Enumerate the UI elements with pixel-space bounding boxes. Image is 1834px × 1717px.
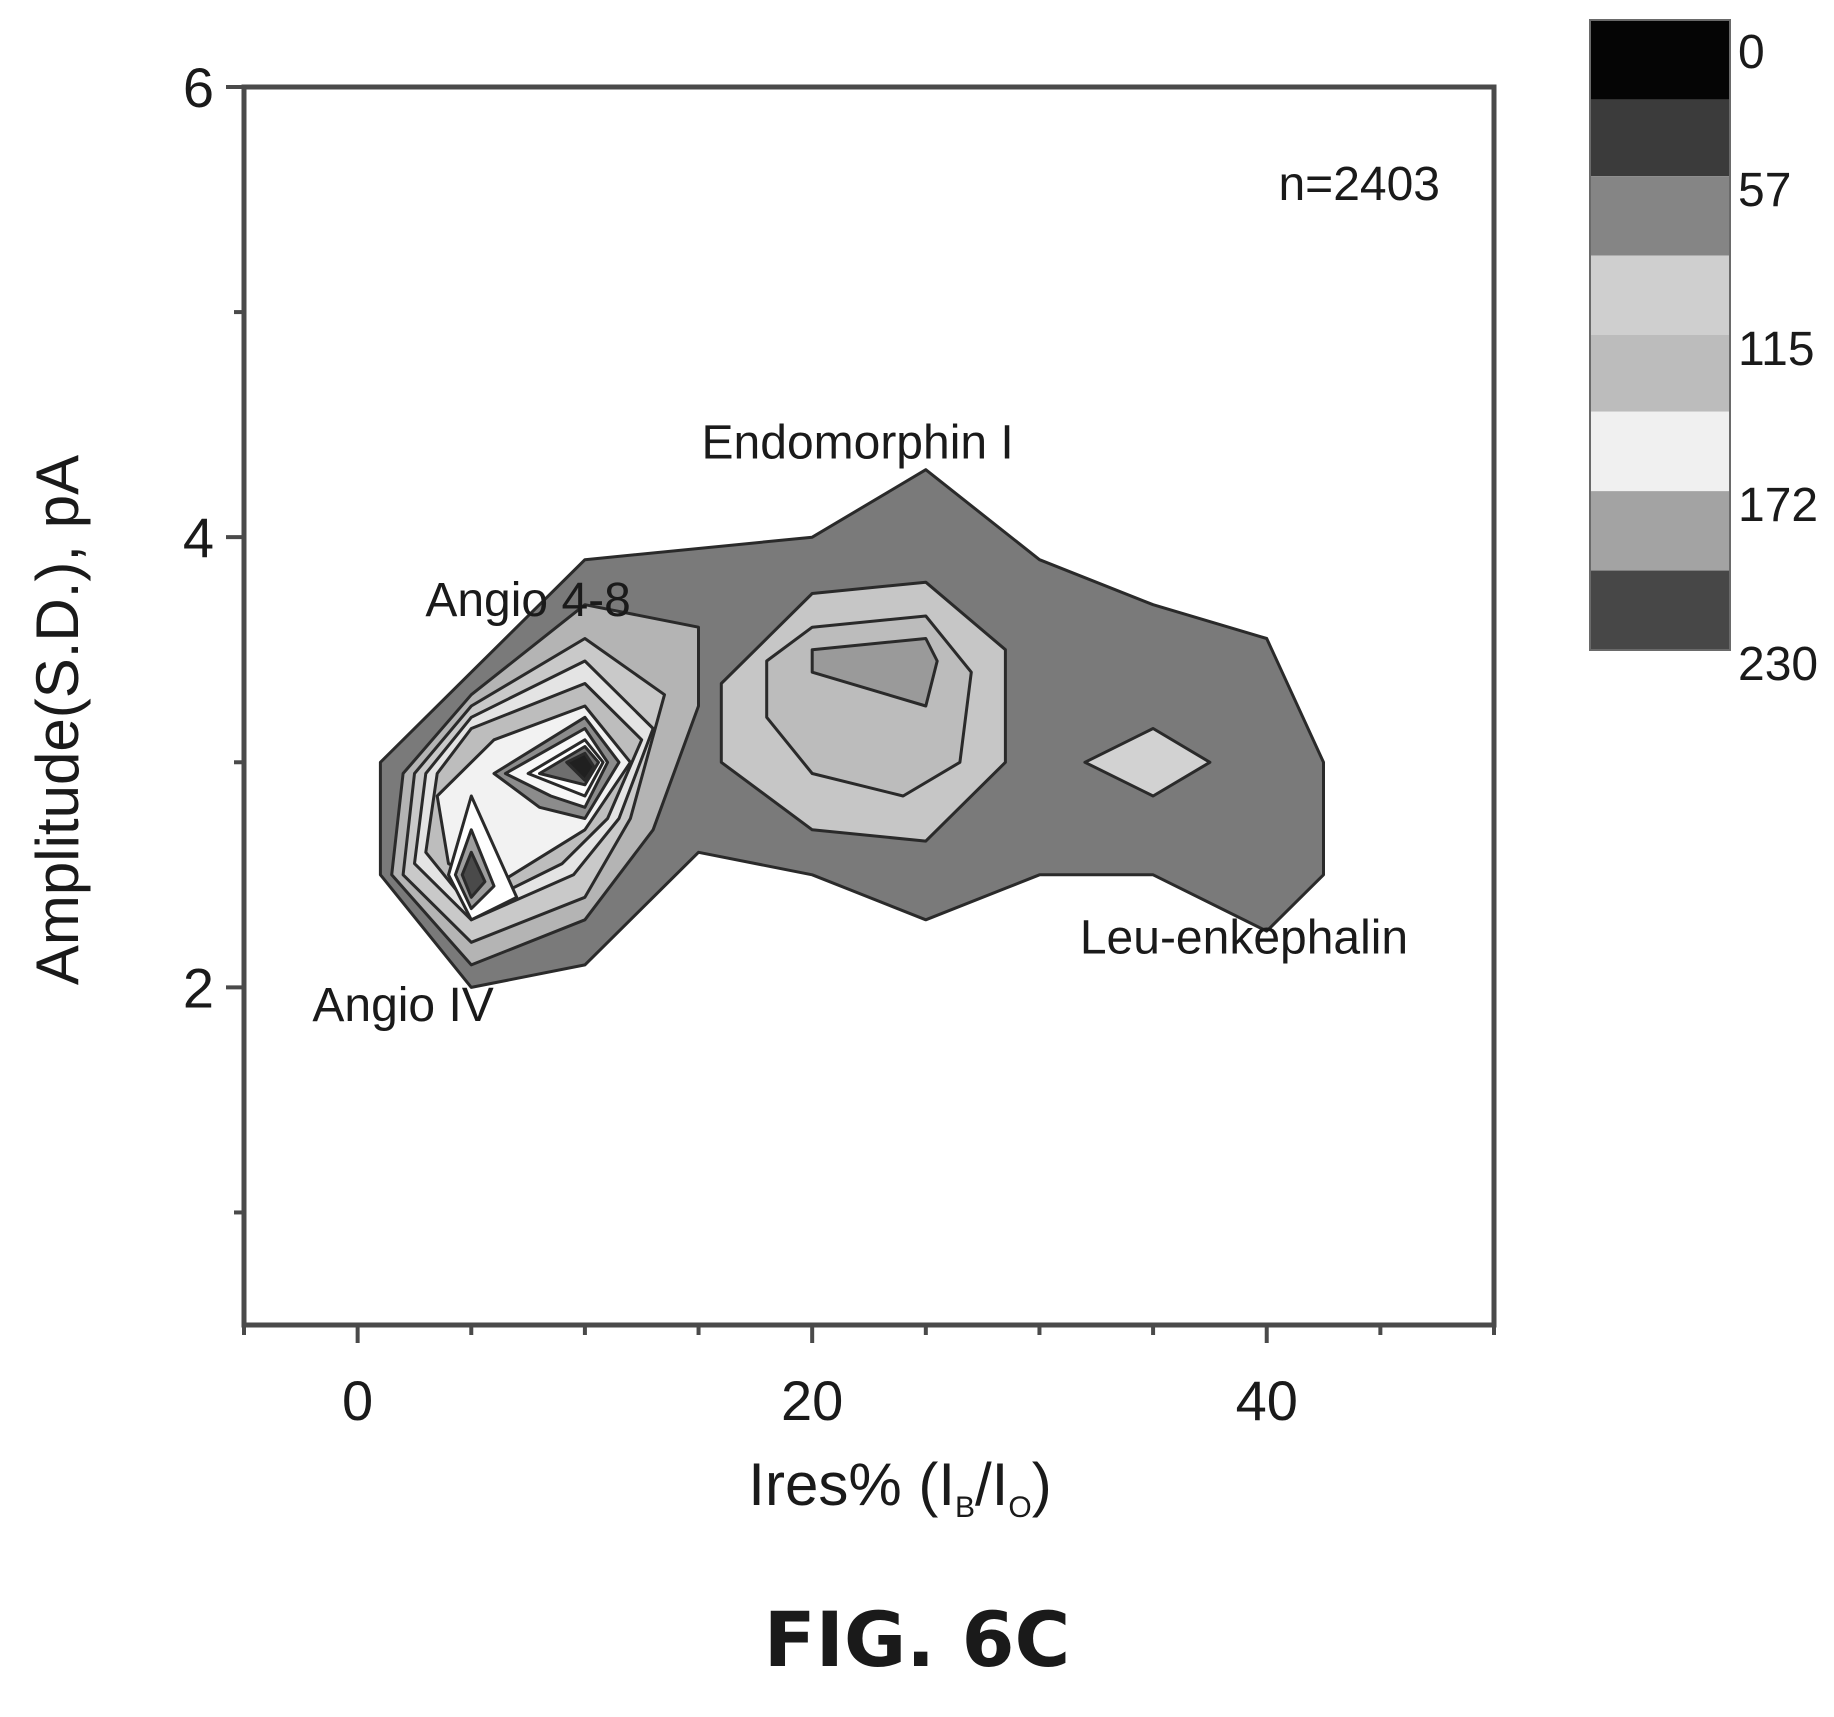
colorbar-band-7 (1590, 570, 1730, 650)
y-tick-label-2: 6 (183, 56, 214, 119)
y-axis-ticks: 2 4 6 (183, 56, 244, 1215)
figure-caption: FIG. 6C (763, 1595, 1071, 1684)
x-axis-label-sub-o: O (1008, 1491, 1031, 1524)
colorbar-label-1: 57 (1738, 164, 1791, 217)
x-tick-label-1: 20 (781, 1369, 843, 1432)
x-axis-label-sub-b: B (955, 1491, 975, 1524)
contour-band-17 (460, 850, 487, 899)
annotation-1: Angio 4-8 (425, 574, 630, 627)
annotation-3: Leu-enkephalin (1080, 912, 1408, 965)
y-tick-label-0: 2 (183, 956, 214, 1019)
y-axis-label: Amplitude(S.D.), pA (24, 455, 91, 985)
plot-frame (241, 84, 1497, 1328)
colorbar-label-0: 0 (1738, 26, 1765, 79)
colorbar-band-6 (1590, 491, 1730, 571)
x-axis-ticks: 0 20 40 (242, 1325, 1496, 1432)
colorbar-band-5 (1590, 411, 1730, 492)
colorbar-band-1 (1590, 99, 1730, 177)
colorbar-band-2 (1590, 176, 1730, 256)
colorbar-band-3 (1590, 255, 1730, 335)
colorbar-label-2: 115 (1738, 323, 1815, 376)
count-label: n=2403 (1278, 158, 1440, 211)
x-tick-label-0: 0 (342, 1369, 373, 1432)
colorbar-band-4 (1590, 335, 1730, 412)
contour-band-3 (810, 637, 939, 708)
annotation-2: Angio IV (312, 979, 493, 1032)
x-axis-label: Ires% (IB/IO) (748, 1451, 1051, 1524)
contour-band-14 (565, 751, 596, 782)
y-tick-label-1: 4 (183, 506, 214, 569)
contour-band-4 (1083, 727, 1212, 798)
peak-annotations: Endomorphin I Angio 4-8 Angio IV Leu-enkeph… (312, 416, 1408, 1032)
colorbar-label-3: 172 (1738, 479, 1818, 532)
colorbar-legend: 0 57 115 172 230 (1589, 19, 1818, 691)
colorbar-frame (1589, 19, 1731, 651)
colorbar-band-0 (1590, 20, 1730, 100)
contour-layer (378, 468, 1325, 989)
colorbar-label-4: 230 (1738, 638, 1818, 691)
annotation-0: Endomorphin I (702, 416, 1014, 469)
x-tick-label-2: 40 (1236, 1369, 1298, 1432)
